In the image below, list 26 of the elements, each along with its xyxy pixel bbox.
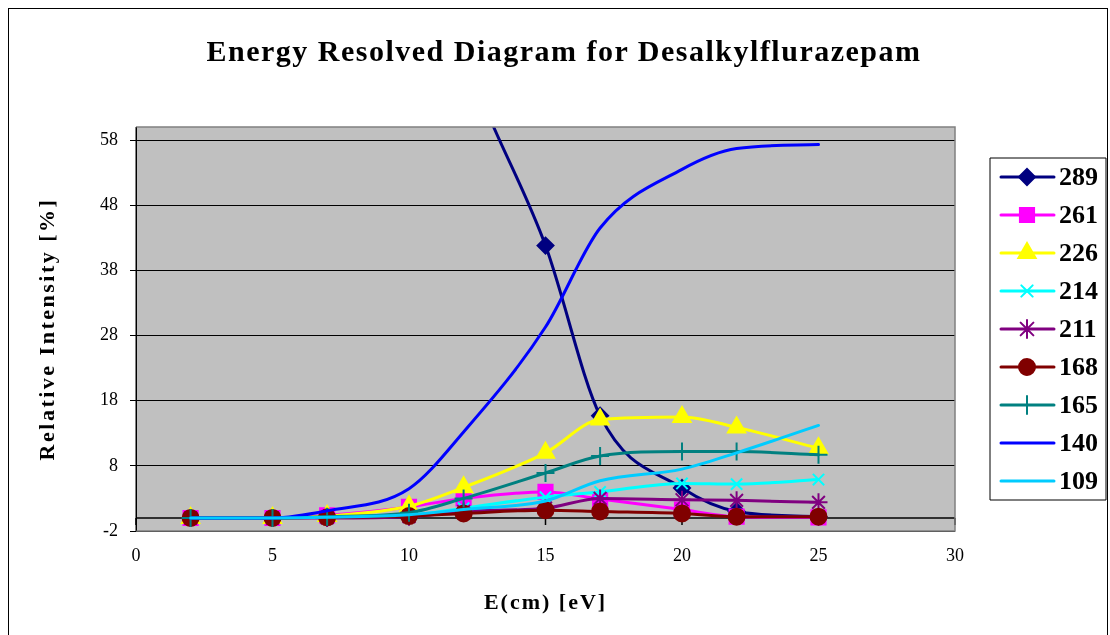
legend-label: 226 <box>1059 237 1098 267</box>
x-tick-label: 5 <box>268 544 277 565</box>
legend-label: 261 <box>1059 199 1098 229</box>
legend-label: 211 <box>1059 313 1097 343</box>
x-tick-label: 25 <box>809 544 828 565</box>
x-tick-label: 10 <box>400 544 418 565</box>
legend-label: 214 <box>1059 275 1098 305</box>
x-tick-label: 15 <box>536 544 555 565</box>
legend-label: 168 <box>1059 351 1098 381</box>
x-tick-label: 20 <box>673 544 691 565</box>
y-tick-label: 8 <box>109 454 118 475</box>
legend-label: 165 <box>1059 389 1098 419</box>
legend-label: 109 <box>1059 465 1098 495</box>
y-tick-label: 48 <box>100 193 118 214</box>
y-tick-label: 28 <box>100 324 118 345</box>
y-tick-label: 38 <box>100 259 118 280</box>
legend-label: 140 <box>1059 427 1098 457</box>
y-tick-label: 18 <box>100 389 118 410</box>
x-axis-title: E(cm) [eV] <box>483 588 608 614</box>
x-tick-label: 0 <box>131 544 141 565</box>
x-tick-label: 30 <box>946 544 964 565</box>
y-tick-label: -2 <box>103 519 118 540</box>
y-axis-title: Relative Intensity [%] <box>33 197 59 461</box>
legend-label: 289 <box>1059 161 1098 191</box>
y-tick-label: 58 <box>100 128 118 149</box>
chart-title: Energy Resolved Diagram for Desalkylflurazepam <box>206 33 922 67</box>
